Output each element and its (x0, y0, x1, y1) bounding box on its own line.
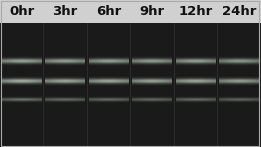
Text: 9hr: 9hr (139, 5, 165, 18)
Text: 12hr: 12hr (178, 5, 213, 18)
Text: 0hr: 0hr (9, 5, 34, 18)
Text: 6hr: 6hr (96, 5, 121, 18)
Text: 3hr: 3hr (52, 5, 78, 18)
FancyBboxPatch shape (0, 0, 261, 23)
Text: 24hr: 24hr (222, 5, 256, 18)
